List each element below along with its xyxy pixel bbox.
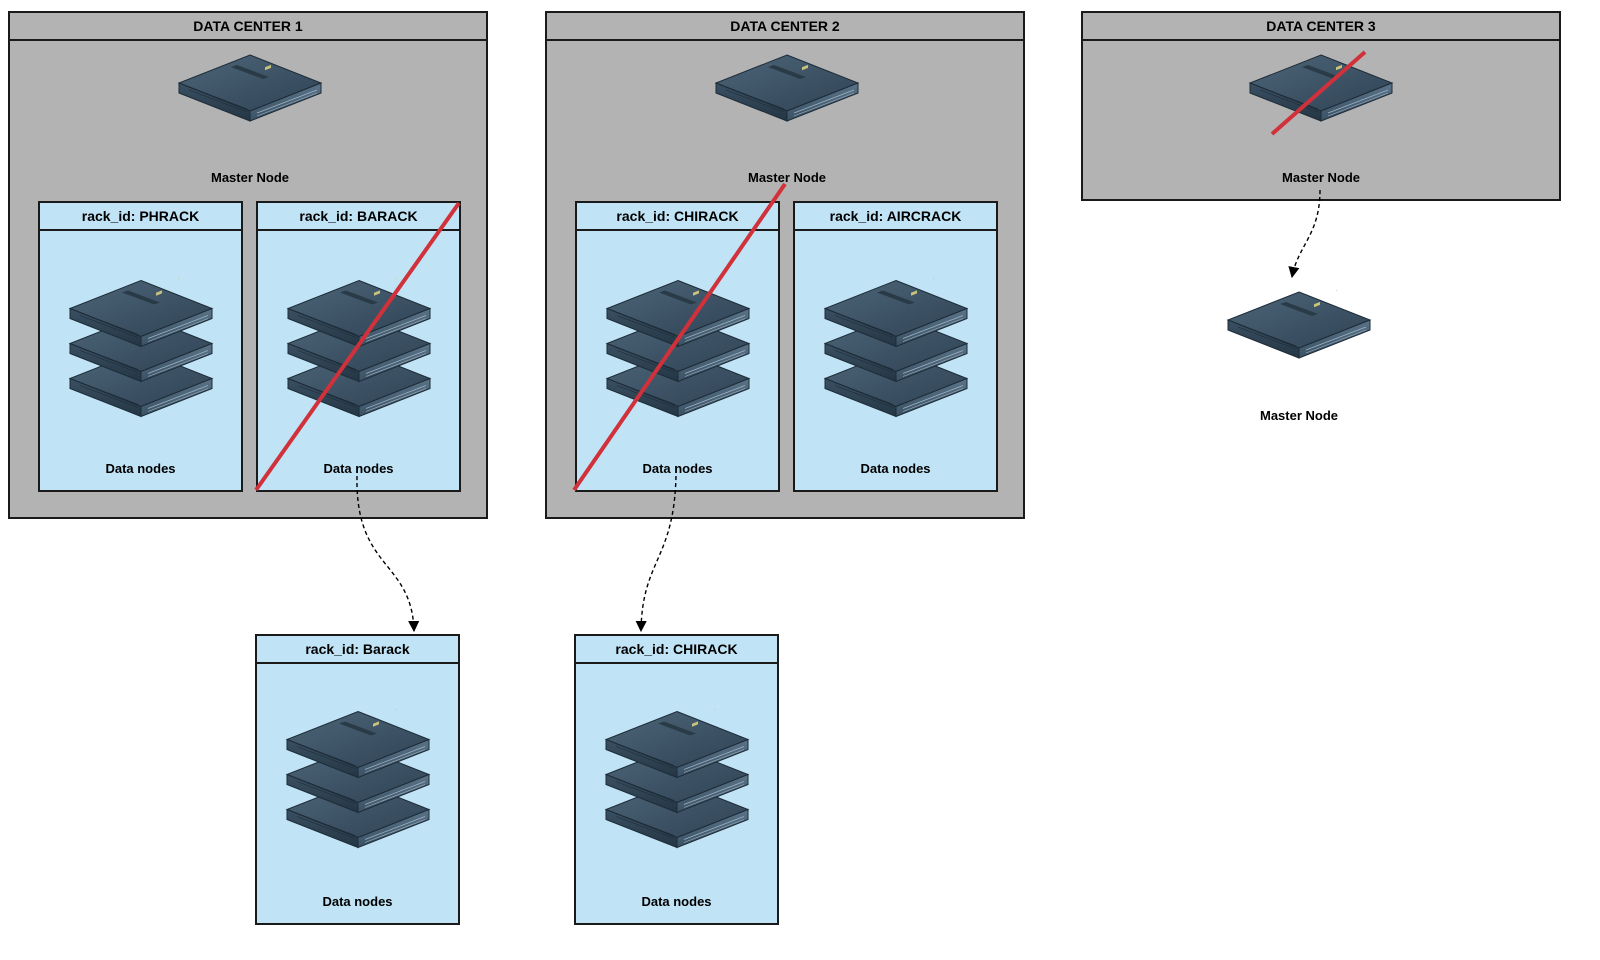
rack-aircrack: rack_id: AIRCRACK Data nodes [793,201,998,492]
server-stack-icon [823,251,969,446]
rack-chirack: rack_id: CHIRACK Data nodes [575,201,780,492]
data-nodes-label: Data nodes [641,894,712,909]
master-server-icon [177,53,323,123]
rack-phrack: rack_id: PHRACK Data nodes [38,201,243,492]
data-nodes-label: Data nodes [322,894,393,909]
data-center-3-title: DATA CENTER 3 [1083,13,1559,41]
rack-title: rack_id: BARACK [258,203,459,231]
data-center-1-title: DATA CENTER 1 [10,13,486,41]
rack-title: rack_id: Barack [257,636,458,664]
relocated-master-label: Master Node [1259,408,1339,423]
server-stack-icon [68,251,214,446]
master-node-label: Master Node [1281,170,1361,185]
relocated-rack-chirack: rack_id: CHIRACK Data nodes [574,634,779,925]
relocated-rack-barack: rack_id: Barack Data nodes [255,634,460,925]
server-stack-icon [286,251,432,446]
data-nodes-label: Data nodes [642,461,713,476]
rack-title: rack_id: CHIRACK [576,636,777,664]
data-nodes-label: Data nodes [860,461,931,476]
move-arrow-master-dc3 [1288,189,1321,279]
master-node-label: Master Node [747,170,827,185]
data-center-2-title: DATA CENTER 2 [547,13,1023,41]
master-server-icon [1248,53,1394,123]
data-center-1: DATA CENTER 1 Master Node rack_id: PHRAC… [8,11,488,519]
server-stack-icon [285,682,431,877]
rack-title: rack_id: CHIRACK [577,203,778,231]
data-center-3: DATA CENTER 3 Master Node [1081,11,1561,201]
server-stack-icon [604,682,750,877]
rack-title: rack_id: PHRACK [40,203,241,231]
relocated-master-server-icon [1226,290,1372,360]
data-nodes-label: Data nodes [323,461,394,476]
server-stack-icon [605,251,751,446]
rack-title: rack_id: AIRCRACK [795,203,996,231]
data-center-2: DATA CENTER 2 Master Node rack_id: CHIRA… [545,11,1025,519]
master-server-icon [714,53,860,123]
master-node-label: Master Node [210,170,290,185]
data-nodes-label: Data nodes [105,461,176,476]
rack-barack: rack_id: BARACK Data nodes [256,201,461,492]
